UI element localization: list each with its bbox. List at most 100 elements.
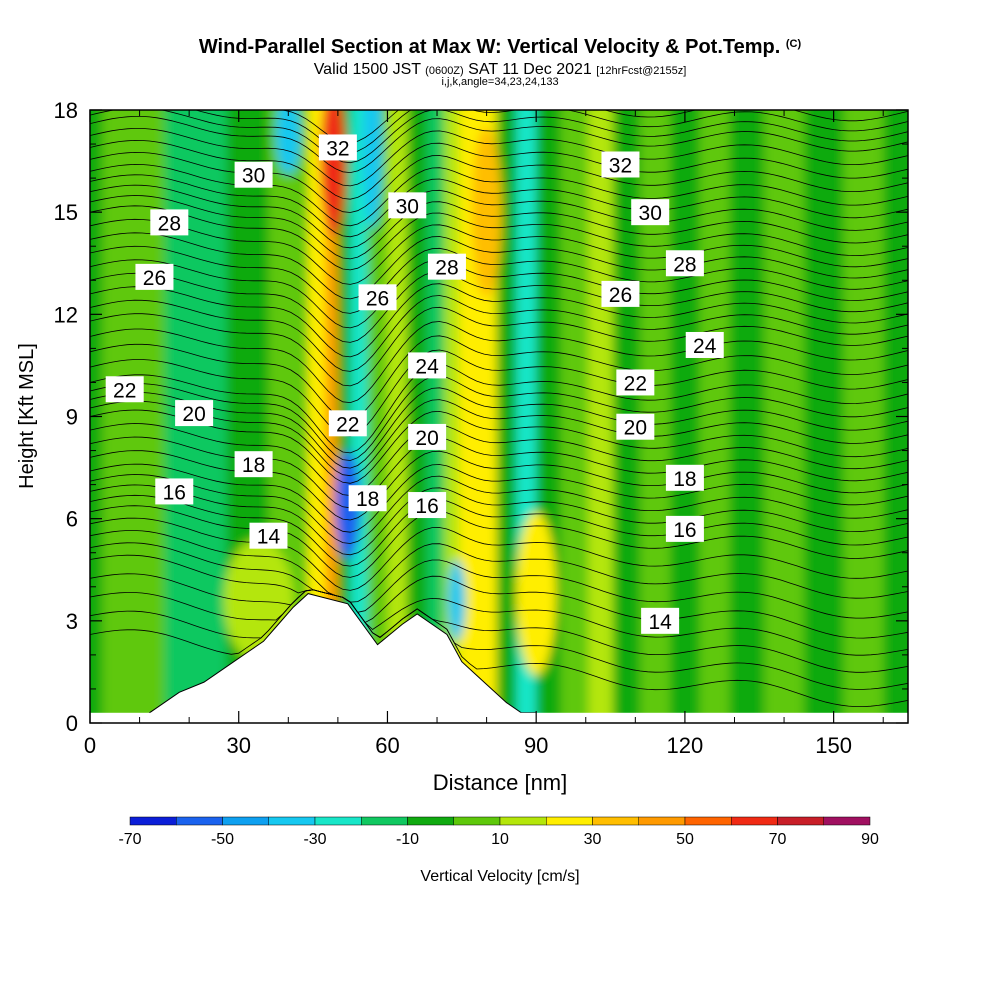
svg-text:20: 20 (624, 417, 647, 440)
theta-contours (90, 110, 908, 707)
axes: 0 30 60 90 120 150 0 3 6 9 12 15 18 (54, 98, 908, 758)
x-tick-label: 30 (226, 733, 250, 758)
svg-text:16: 16 (673, 519, 696, 542)
svg-text:20: 20 (415, 427, 438, 450)
x-tick-label: 120 (667, 733, 704, 758)
y-tick-label: 15 (54, 200, 78, 225)
svg-text:14: 14 (648, 611, 672, 634)
theta-contour-line (90, 375, 908, 461)
colorbar-swatch (731, 816, 778, 826)
x-tick-label: 0 (84, 733, 96, 758)
contour-label: 22 (105, 376, 144, 403)
ground-strip (90, 712, 908, 723)
svg-text:30: 30 (242, 165, 265, 188)
colorbar-tick-label: -70 (118, 831, 141, 848)
theta-contour-line (90, 163, 908, 227)
theta-contour-line (90, 335, 908, 420)
contour-label: 22 (616, 369, 655, 396)
theta-contour-line (90, 184, 908, 249)
velocity-band (729, 110, 766, 723)
velocity-band (699, 110, 731, 723)
colorbar-tick-label: 90 (861, 831, 879, 848)
svg-text:22: 22 (624, 372, 647, 395)
contour-label: 16 (408, 492, 447, 519)
theta-contour-line (90, 174, 908, 238)
contour-label: 30 (388, 192, 427, 219)
colorbar-tick-label: 10 (491, 831, 509, 848)
velocity-band (670, 110, 701, 723)
svg-text:18: 18 (242, 454, 265, 477)
contour-label: 20 (616, 413, 655, 440)
svg-text:14: 14 (257, 526, 281, 549)
x-tick-label: 90 (524, 733, 548, 758)
colorbar-swatch (268, 816, 316, 826)
theta-contour-line (90, 218, 908, 285)
contour-label: 20 (175, 400, 214, 427)
theta-contour-line (90, 517, 908, 591)
contour-label: 18 (665, 464, 704, 491)
velocity-band (387, 110, 409, 723)
theta-contour-line (90, 205, 908, 271)
svg-text:26: 26 (143, 267, 166, 290)
theta-contour-line (90, 554, 908, 639)
colorbar-swatch (129, 816, 177, 826)
theta-contour-line (90, 484, 908, 556)
theta-contour-line (90, 306, 908, 387)
theta-contour-line (90, 505, 908, 578)
colorbar-swatch (314, 816, 362, 826)
svg-text:30: 30 (396, 195, 419, 218)
y-tick-label: 0 (66, 711, 78, 736)
theta-contour-line (90, 494, 908, 567)
contour-label: 26 (358, 284, 397, 311)
terrain-shape (148, 593, 537, 724)
svg-text:28: 28 (435, 257, 458, 280)
theta-contour-line (90, 474, 908, 544)
contour-label: 30 (631, 199, 670, 226)
chart-subtitle: Valid 1500 JST (0600Z) SAT 11 Dec 2021 [… (313, 61, 687, 78)
y-tick-label: 12 (54, 302, 78, 327)
theta-contour-line (90, 573, 908, 656)
svg-text:22: 22 (336, 413, 359, 436)
velocity-cell (447, 559, 466, 642)
contour-label: 32 (601, 151, 640, 178)
theta-contour-line (90, 195, 908, 260)
colorbar-tick-label: 50 (676, 831, 694, 848)
contour-label: 14 (641, 607, 680, 634)
contour-label: 30 (234, 161, 273, 188)
theta-contour-line (90, 399, 908, 477)
contour-label: 24 (408, 352, 447, 379)
y-tick-label: 18 (54, 98, 78, 123)
velocity-band (367, 110, 389, 723)
svg-text:20: 20 (182, 403, 205, 426)
colorbar-tick-label: 30 (584, 831, 602, 848)
theta-contour-line (90, 589, 908, 707)
colorbar-swatch (361, 816, 408, 826)
y-tick-label: 9 (66, 405, 78, 430)
theta-contour-line (90, 450, 908, 521)
svg-text:26: 26 (609, 284, 632, 307)
x-axis-label: Distance [nm] (433, 770, 568, 795)
theta-contour-line (90, 271, 908, 343)
theta-contour-line (90, 116, 908, 174)
contour-label: 16 (155, 478, 194, 505)
theta-contour-line (90, 110, 908, 164)
colorbar-tick-label: -30 (303, 831, 326, 848)
theta-contour-line (90, 542, 908, 619)
contour-label: 16 (665, 515, 704, 542)
colorbar-swatch (684, 816, 732, 826)
theta-contour-line (90, 139, 908, 200)
theta-contour-line (90, 295, 908, 372)
svg-text:16: 16 (415, 495, 438, 518)
contour-label: 28 (150, 209, 189, 236)
theta-contour-line (90, 259, 908, 329)
velocity-cell (275, 110, 301, 175)
contour-label: 18 (234, 451, 273, 478)
svg-text:22: 22 (113, 379, 136, 402)
theta-contour-line (90, 151, 908, 213)
x-tick-label: 150 (815, 733, 852, 758)
theta-contour-line (90, 436, 908, 509)
colorbar-swatch (222, 816, 269, 826)
chart-indices: i,j,k,angle=34,23,24,133 (441, 76, 559, 88)
theta-contour-line (90, 363, 908, 454)
